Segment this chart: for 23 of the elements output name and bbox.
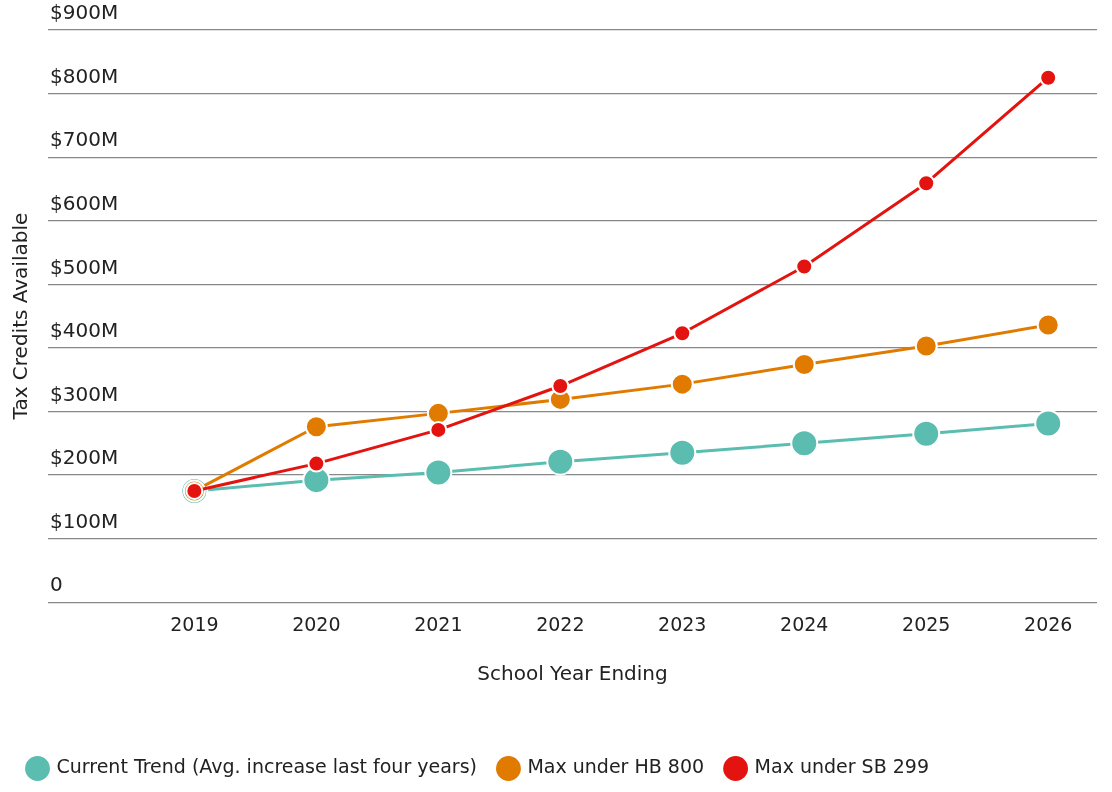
- y-tick-label: 0: [50, 572, 63, 597]
- y-tick-label: $700M: [50, 127, 119, 152]
- x-tick-label: 2024: [780, 612, 829, 635]
- x-tick-label: 2019: [170, 612, 219, 635]
- legend-label: Current Trend (Avg. increase last four years): [56, 755, 477, 778]
- y-tick-label: $800M: [50, 63, 119, 88]
- x-tick-label: 2021: [414, 612, 463, 635]
- y-tick-label: $900M: [50, 0, 119, 25]
- y-tick-label: $400M: [50, 318, 119, 343]
- x-tick-label: 2022: [536, 612, 585, 635]
- x-tick-label: 2023: [658, 612, 707, 635]
- x-tick-label: 2025: [902, 612, 951, 635]
- y-tick-label: $300M: [50, 381, 119, 406]
- y-tick-label: $600M: [50, 190, 119, 215]
- x-axis-title: School Year Ending: [477, 661, 668, 686]
- x-tick-label: 2020: [292, 612, 341, 635]
- y-tick-label: $100M: [50, 508, 119, 533]
- y-tick-label: $500M: [50, 254, 119, 279]
- legend-label: Max under SB 299: [754, 755, 929, 778]
- y-axis-title: Tax Credits Available: [8, 212, 33, 421]
- y-tick-label: $200M: [50, 445, 119, 470]
- x-tick-label: 2026: [1024, 612, 1073, 635]
- legend-label: Max under HB 800: [527, 755, 705, 778]
